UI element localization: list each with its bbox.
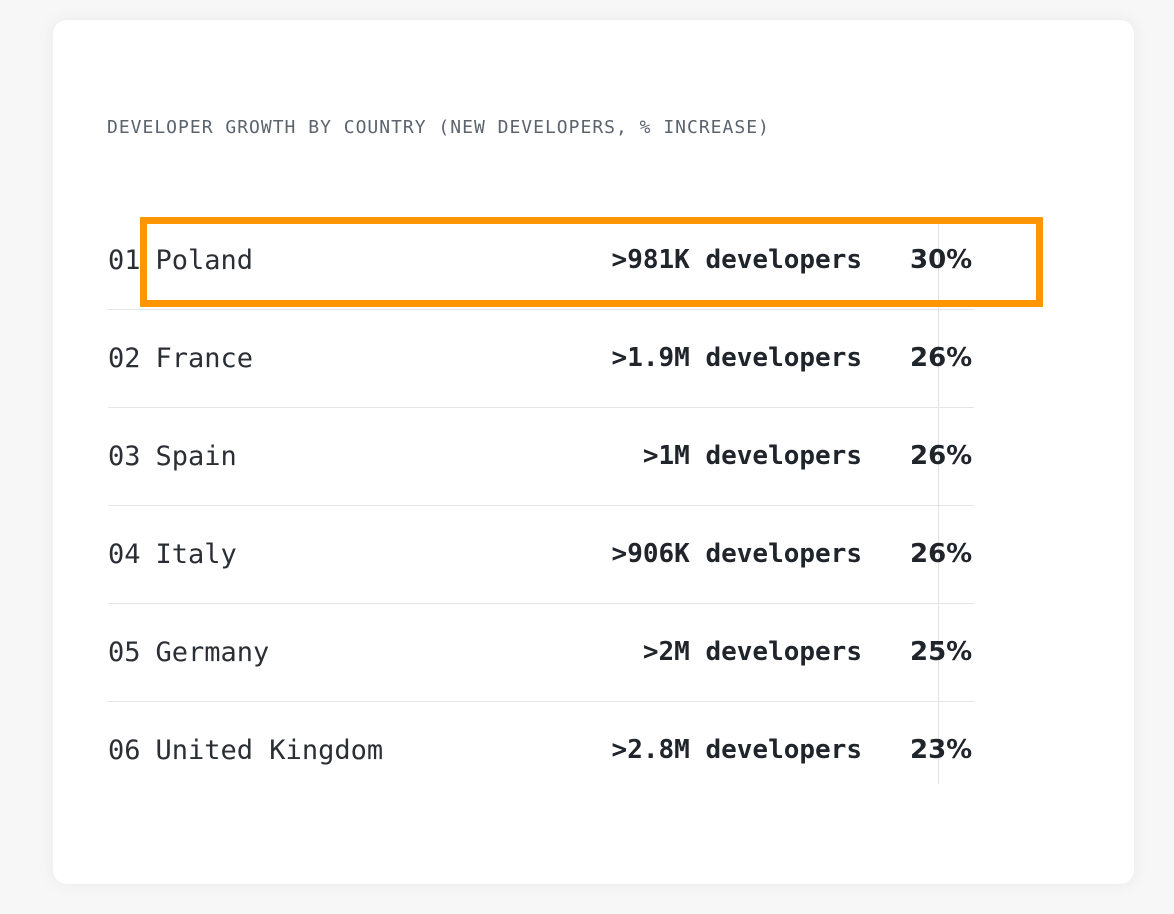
table-row: 01 Poland >981K developers 30% <box>108 212 974 310</box>
country-name: United Kingdom <box>155 735 384 766</box>
developer-count: >1.9M developers <box>611 343 862 373</box>
row-rank-country: 02 France <box>108 310 253 407</box>
country-name: Poland <box>155 245 254 276</box>
chart-title: DEVELOPER GROWTH BY COUNTRY (NEW DEVELOP… <box>107 117 770 138</box>
table-row: 05 Germany >2M developers 25% <box>108 604 974 702</box>
rank-number: 04 <box>108 539 141 570</box>
rank-number: 02 <box>108 343 141 374</box>
developer-count: >2M developers <box>642 637 862 667</box>
rank-number: 03 <box>108 441 141 472</box>
developer-count: >981K developers <box>611 245 862 275</box>
developer-count: >2.8M developers <box>611 735 862 765</box>
percent-increase: 26% <box>910 441 973 471</box>
percent-increase: 30% <box>910 245 973 275</box>
developer-count: >1M developers <box>642 441 862 471</box>
percent-increase: 25% <box>910 637 973 667</box>
highlight-box <box>140 217 1043 307</box>
table-row: 04 Italy >906K developers 26% <box>108 506 974 604</box>
table-row: 03 Spain >1M developers 26% <box>108 408 974 506</box>
row-rank-country: 03 Spain <box>108 408 237 505</box>
percent-increase: 26% <box>910 539 973 569</box>
percent-increase: 23% <box>910 735 973 765</box>
percent-increase: 26% <box>910 343 973 373</box>
rank-number: 06 <box>108 735 141 766</box>
table-row: 02 France >1.9M developers 26% <box>108 310 974 408</box>
card <box>53 20 1134 884</box>
country-name: Spain <box>155 441 237 472</box>
country-table: 01 Poland >981K developers 30% 02 France >… <box>108 212 974 799</box>
country-name: France <box>155 343 254 374</box>
column-divider <box>938 224 939 784</box>
country-name: Italy <box>155 539 237 570</box>
table-row: 06 United Kingdom >2.8M developers 23% <box>108 702 974 799</box>
row-rank-country: 01 Poland <box>108 212 253 309</box>
country-name: Germany <box>155 637 270 668</box>
row-rank-country: 04 Italy <box>108 506 237 603</box>
row-rank-country: 06 United Kingdom <box>108 702 383 799</box>
developer-count: >906K developers <box>611 539 862 569</box>
rank-number: 05 <box>108 637 141 668</box>
row-rank-country: 05 Germany <box>108 604 269 701</box>
rank-number: 01 <box>108 245 141 276</box>
